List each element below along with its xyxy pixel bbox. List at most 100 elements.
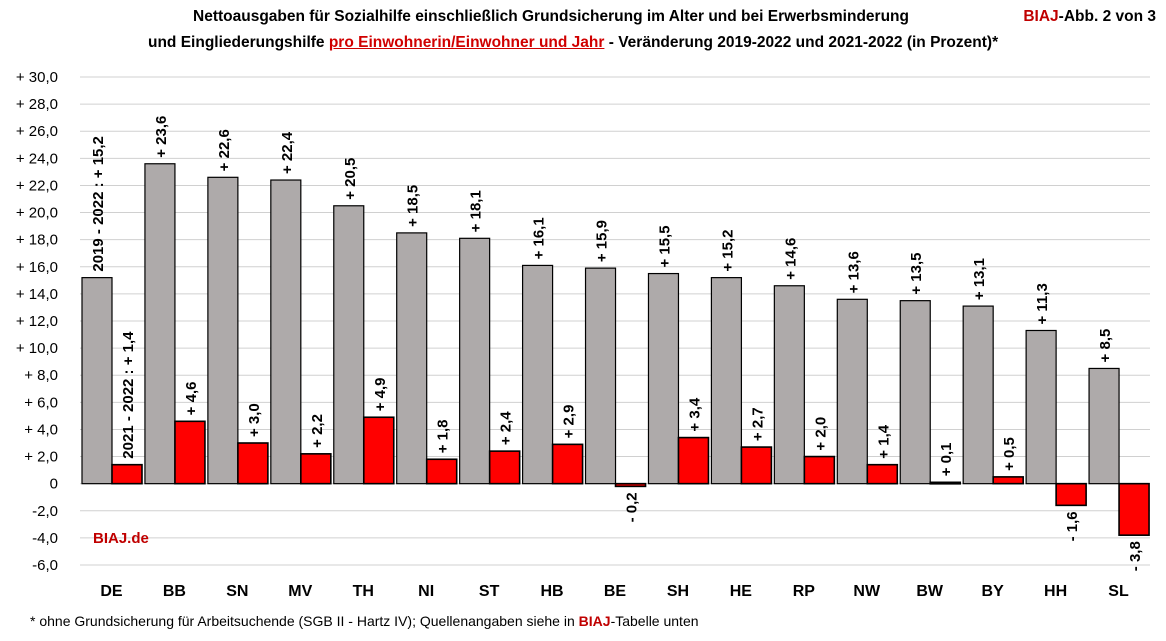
footnote-brand[interactable]: BIAJ (578, 613, 611, 629)
y-tick-label: + 10,0 (16, 340, 58, 357)
data-label-2021-2022: 2021 - 2022 : + 1,4 (120, 331, 137, 459)
bar-2019-2022 (459, 237, 491, 485)
x-category-label: NI (418, 583, 434, 600)
data-label-2021-2022: + 3,0 (246, 403, 263, 437)
y-tick-label: + 14,0 (16, 286, 58, 303)
data-label-2019-2022: + 18,1 (468, 190, 485, 232)
data-label-2019-2022: + 14,6 (782, 238, 799, 280)
x-category-label: HE (730, 583, 753, 600)
bar-2021-2022 (425, 458, 458, 485)
bar-2021-2022 (488, 450, 521, 485)
bar-2019-2022 (899, 300, 931, 485)
data-label-2019-2022: + 15,5 (656, 225, 673, 267)
badge-brand: BIAJ (1023, 8, 1059, 25)
data-label-2019-2022: + 13,5 (908, 253, 925, 295)
data-label-2021-2022: + 4,6 (183, 382, 200, 416)
bar-2021-2022 (929, 481, 962, 485)
x-category-label: BE (604, 583, 627, 600)
data-label-2021-2022: + 1,4 (875, 424, 892, 458)
data-label-2019-2022: + 23,6 (153, 116, 170, 158)
data-label-2019-2022: + 8,5 (1097, 329, 1114, 363)
data-label-2021-2022: + 0,1 (938, 443, 955, 477)
bar-2021-2022 (300, 453, 332, 485)
bar-2019-2022 (144, 163, 176, 485)
bar-2021-2022 (111, 463, 143, 485)
data-label-2021-2022: + 2,0 (812, 417, 829, 451)
bar-2021-2022 (1055, 482, 1087, 507)
y-tick-label: + 28,0 (16, 96, 58, 113)
bar-2021-2022 (237, 442, 269, 485)
data-label-2021-2022: - 3,8 (1127, 541, 1144, 571)
y-tick-label: + 4,0 (24, 421, 58, 438)
bar-2019-2022 (710, 277, 743, 485)
footnote-suffix: -Tabelle unten (610, 613, 699, 629)
footnote-text: * ohne Grundsicherung für Arbeitsuchende… (30, 613, 579, 629)
x-category-label: BW (916, 583, 944, 600)
bar-2021-2022 (174, 420, 206, 485)
y-tick-label: + 12,0 (16, 313, 58, 330)
bar-2021-2022 (803, 455, 836, 485)
x-category-label: HB (541, 583, 564, 600)
y-tick-label: + 26,0 (16, 123, 58, 140)
bar-2019-2022 (584, 267, 617, 485)
bar-2019-2022 (333, 205, 365, 485)
y-tick-label: -6,0 (32, 557, 58, 574)
bar-2021-2022 (551, 443, 584, 485)
watermark-text: BIAJ.de (93, 530, 149, 547)
bar-2021-2022 (1118, 482, 1150, 536)
data-label-2019-2022: + 18,5 (405, 185, 422, 227)
data-label-2021-2022: + 4,9 (372, 377, 389, 411)
data-label-2021-2022: + 1,8 (435, 419, 452, 453)
data-label-2021-2022: - 1,6 (1064, 511, 1081, 541)
bar-2019-2022 (207, 176, 239, 485)
y-tick-label: + 22,0 (16, 177, 58, 194)
data-label-2021-2022: + 0,5 (1001, 437, 1018, 471)
data-label-2019-2022: 2019 - 2022 : + 15,2 (90, 136, 107, 272)
data-label-2021-2022: - 0,2 (624, 492, 641, 522)
data-label-2019-2022: + 11,3 (1034, 283, 1051, 324)
footnote: * ohne Grundsicherung für Arbeitsuchende… (30, 613, 699, 629)
bar-2019-2022 (773, 285, 805, 485)
x-category-label: BY (982, 583, 1005, 600)
title-suffix: - Veränderung 2019-2022 und 2021-2022 (i… (604, 34, 999, 51)
y-tick-label: 0 (50, 476, 58, 493)
title-prefix: und Eingliederungshilfe (148, 34, 329, 51)
bar-2021-2022 (866, 463, 899, 485)
x-category-label: ST (479, 583, 500, 600)
title-per-capita-link[interactable]: pro Einwohnerin/Einwohner und Jahr (328, 34, 605, 51)
bar-2019-2022 (836, 298, 868, 485)
y-tick-label: -2,0 (32, 503, 58, 520)
data-label-2019-2022: + 22,6 (216, 129, 233, 171)
x-category-label: HH (1044, 583, 1067, 600)
bar-2021-2022 (677, 436, 710, 485)
bar-2019-2022 (962, 305, 994, 485)
chart-title-line2: und Eingliederungshilfe pro Einwohnerin/… (148, 34, 998, 52)
y-tick-label: + 2,0 (24, 449, 58, 466)
y-tick-label: + 24,0 (16, 150, 58, 167)
data-label-2019-2022: + 15,9 (594, 220, 611, 262)
data-label-2021-2022: + 2,2 (309, 414, 326, 448)
bar-2019-2022 (270, 179, 302, 485)
x-category-label: TH (353, 583, 374, 600)
x-category-label: MV (288, 583, 312, 600)
bar-2021-2022 (614, 482, 647, 488)
x-category-label: SH (667, 583, 689, 600)
x-category-label: DE (100, 583, 123, 600)
data-label-2019-2022: + 22,4 (279, 131, 296, 174)
bar-2019-2022 (647, 272, 680, 485)
data-label-2019-2022: + 13,6 (845, 251, 862, 293)
data-label-2019-2022: + 16,1 (531, 217, 548, 259)
y-tick-label: -4,0 (32, 530, 58, 547)
chart-title-line1: Nettoausgaben für Sozialhilfe einschließ… (193, 8, 909, 25)
y-tick-label: + 20,0 (16, 205, 58, 222)
bar-2019-2022 (81, 277, 113, 485)
data-label-2021-2022: + 2,7 (749, 407, 766, 441)
x-category-label: NW (853, 583, 881, 600)
bar-2021-2022 (740, 446, 773, 485)
bar-2019-2022 (1025, 329, 1057, 485)
bar-2019-2022 (521, 264, 554, 485)
figure-badge: BIAJ-Abb. 2 von 3 (1023, 8, 1156, 26)
data-label-2019-2022: + 15,2 (719, 229, 736, 271)
bar-2021-2022 (992, 476, 1024, 485)
